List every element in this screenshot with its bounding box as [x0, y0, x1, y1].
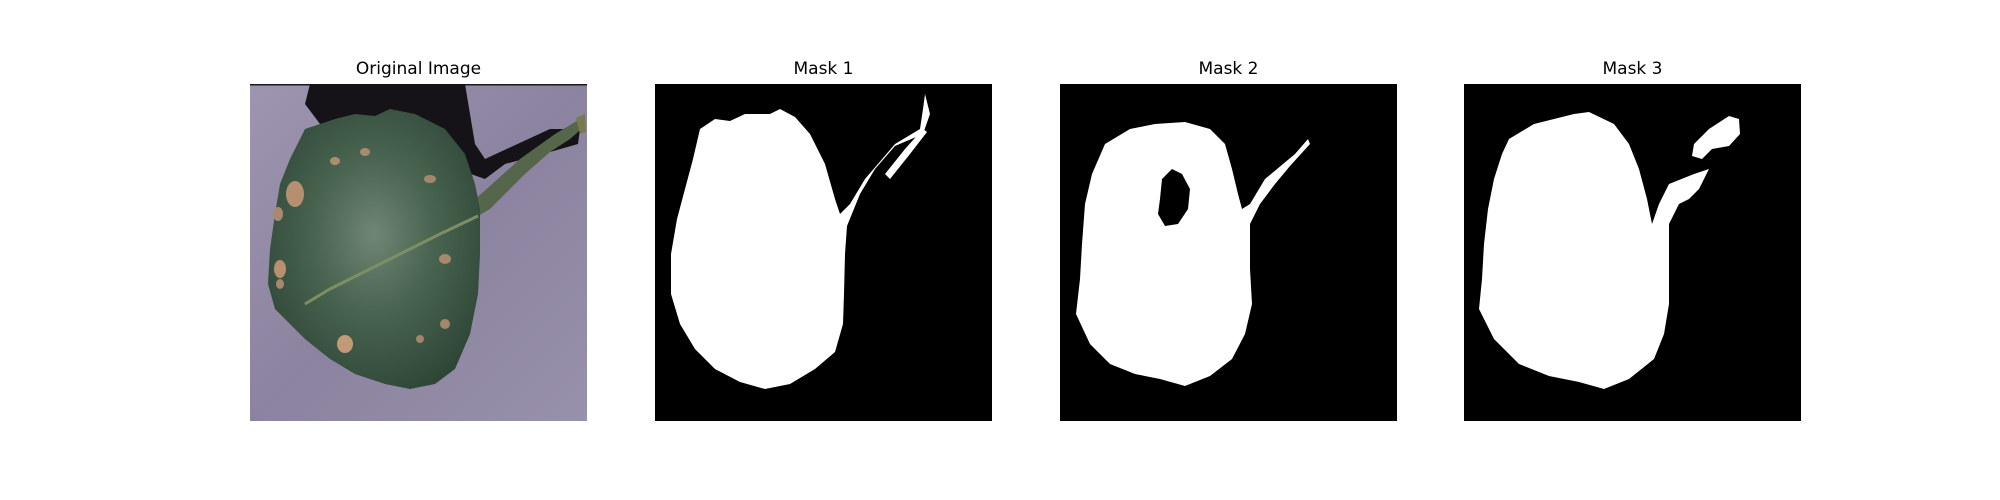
lesion-spot — [273, 207, 283, 221]
mask-stem-tip-region — [1692, 116, 1740, 159]
lesion-spot — [276, 279, 284, 289]
lesion-spot — [274, 260, 286, 278]
mask-2-image — [1060, 84, 1397, 421]
lesion-spot — [286, 181, 304, 207]
panel-title: Mask 1 — [793, 59, 854, 79]
lesion-spot — [330, 157, 340, 165]
mask-3-image — [1464, 84, 1801, 421]
lesion-spot — [416, 335, 424, 343]
lesion-spot — [337, 335, 353, 353]
leaf-stem — [472, 119, 585, 216]
original-leaf-image — [250, 84, 587, 421]
lesion-spot — [424, 175, 436, 183]
leaf-midrib — [304, 214, 479, 306]
mask-stem-region — [885, 129, 927, 179]
lesion-spot — [439, 254, 451, 264]
lesion-spot — [360, 148, 370, 156]
mask-leaf-region — [1076, 122, 1310, 386]
lesion-spot — [440, 319, 450, 329]
mask-leaf-region — [671, 94, 930, 389]
panel-title: Mask 3 — [1602, 59, 1663, 79]
mask-leaf-region — [1479, 112, 1709, 389]
stem-tip — [576, 114, 586, 134]
mask-1-image — [655, 84, 992, 421]
panel-title: Mask 2 — [1198, 59, 1259, 79]
panel-title: Original Image — [355, 59, 482, 79]
